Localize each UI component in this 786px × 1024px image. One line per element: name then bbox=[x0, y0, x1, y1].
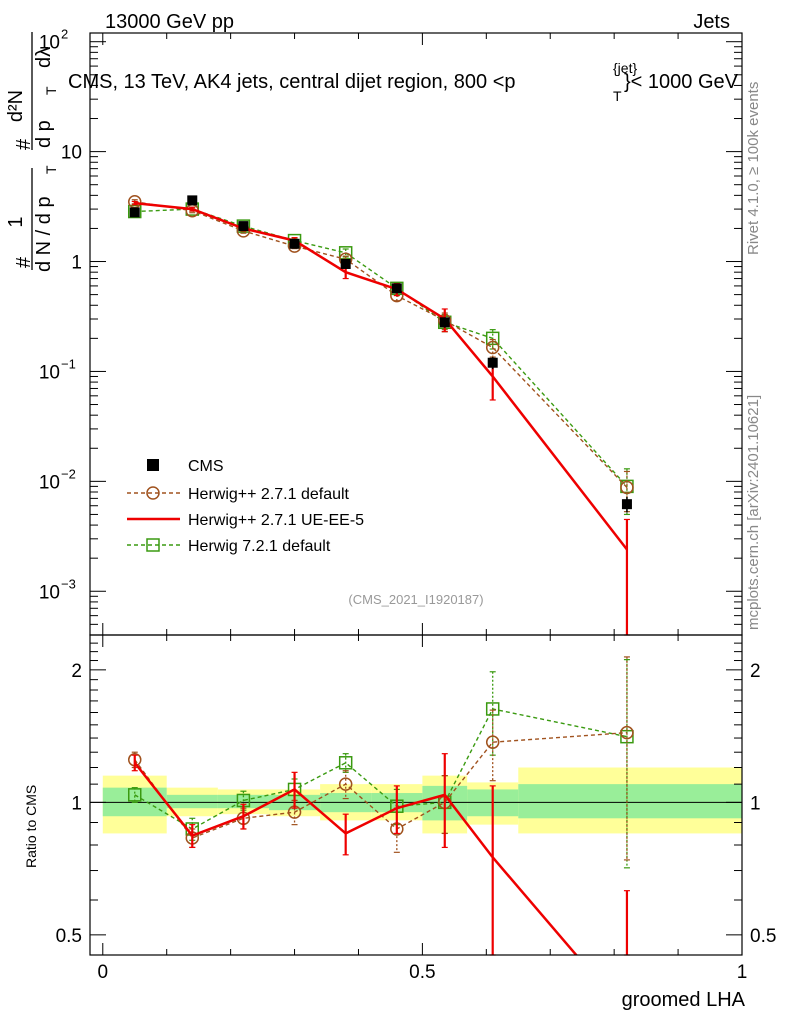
main-y-tick-base-3: 10 bbox=[39, 362, 60, 383]
legend-entry-cms: CMS bbox=[147, 458, 224, 475]
plot-title-main: CMS, 13 TeV, AK4 jets, central dijet reg… bbox=[68, 71, 516, 93]
main-point-herwig-7-2-1-default-0 bbox=[127, 204, 142, 219]
legend-entry-herwigpp-default: Herwig++ 2.7.1 default bbox=[127, 486, 350, 503]
rivet-label: Rivet 4.1.0, ≥ 100k events bbox=[745, 82, 762, 255]
mcplots-label: mcplots.cern.ch [arXiv:2401.10621] bbox=[745, 395, 762, 630]
ratio-line-herwigpp-2-7-1-ue-ee-5 bbox=[133, 762, 578, 955]
header-right: Jets bbox=[693, 11, 730, 33]
legend-label-herwigpp-ueee5: Herwig++ 2.7.1 UE-EE-5 bbox=[188, 512, 364, 529]
main-point-cms-6 bbox=[439, 317, 450, 328]
ylabel-frac2-den: d p bbox=[33, 120, 55, 148]
ylabel-sub-t2: T bbox=[43, 86, 59, 95]
legend-entry-herwig7-default: Herwig 7.2.1 default bbox=[127, 538, 331, 555]
ylabel-hash-1: # bbox=[13, 256, 35, 268]
ratio-uncertainty-bands bbox=[90, 767, 742, 834]
ratio-line-herwig-7-2-1-default bbox=[134, 708, 628, 830]
main-y-axis-label: # 1 d N / d p T # d²N d p T dλ bbox=[5, 32, 59, 272]
ratio-band-green-2 bbox=[217, 794, 269, 809]
ratio-point-herwig-7-2-1-default-4 bbox=[338, 756, 353, 770]
ratio-y-tick-label-left-0: 2 bbox=[71, 661, 82, 682]
ratio-y-tick-label-right-2: 0.5 bbox=[750, 926, 776, 947]
main-y-tick-exp-0: 2 bbox=[61, 27, 68, 42]
main-y-tick-base-4: 10 bbox=[39, 472, 60, 493]
legend-label-cms: CMS bbox=[188, 458, 224, 475]
x-axis-label: groomed LHA bbox=[622, 989, 746, 1011]
main-series-cms bbox=[129, 195, 632, 513]
main-point-herwigpp-2-7-1-default-7 bbox=[485, 340, 500, 355]
main-y-tick-exp-5: −3 bbox=[61, 576, 76, 591]
legend-marker-herwigpp-default bbox=[146, 486, 160, 500]
main-point-cms-7 bbox=[487, 357, 498, 368]
ylabel-dlambda: dλ bbox=[33, 47, 55, 68]
x-tick-label-2: 1 bbox=[737, 962, 748, 983]
plot-title: CMS, 13 TeV, AK4 jets, central dijet reg… bbox=[68, 60, 739, 104]
ylabel-sub-t1: T bbox=[43, 165, 59, 174]
main-y-tick-exp-4: −2 bbox=[61, 466, 76, 481]
main-y-tick-label-3: 10 −1 bbox=[39, 356, 76, 383]
legend-label-herwig7-default: Herwig 7.2.1 default bbox=[188, 538, 331, 555]
main-line-herwigpp-2-7-1-default bbox=[134, 201, 628, 488]
main-y-tick-base-5: 10 bbox=[39, 582, 60, 603]
ylabel-hash-2: # bbox=[13, 138, 35, 150]
ylabel-frac2-num: d²N bbox=[5, 90, 27, 122]
ratio-point-herwig-7-2-1-default-0 bbox=[127, 788, 142, 802]
main-point-cms-4 bbox=[340, 258, 351, 269]
main-point-cms-3 bbox=[289, 238, 300, 249]
ratio-band-green-8 bbox=[518, 784, 742, 819]
analysis-watermark: (CMS_2021_I1920187) bbox=[348, 592, 483, 607]
ylabel-frac1-num: 1 bbox=[5, 216, 27, 227]
ratio-point-herwigpp-2-7-1-default-8 bbox=[620, 725, 634, 740]
main-y-tick-base-1: 10 bbox=[61, 143, 82, 164]
main-point-cms-0 bbox=[129, 207, 140, 218]
main-y-tick-label-4: 10 −2 bbox=[39, 466, 76, 493]
plot-title-tail: }< 1000 GeV bbox=[624, 71, 739, 93]
ratio-y-tick-label-right-1: 1 bbox=[750, 793, 761, 814]
main-point-herwigpp-2-7-1-default-8 bbox=[620, 480, 634, 495]
ratio-y-tick-label-left-2: 0.5 bbox=[56, 926, 82, 947]
x-tick-label-0: 0 bbox=[97, 962, 108, 983]
ratio-line-herwigpp-2-7-1-default bbox=[134, 731, 627, 839]
main-point-cms-2 bbox=[238, 221, 249, 232]
header-left: 13000 GeV pp bbox=[105, 11, 234, 33]
ratio-point-herwigpp-2-7-1-default-7 bbox=[485, 735, 500, 749]
ratio-y-axis-label: Ratio to CMS bbox=[23, 785, 39, 868]
main-panel bbox=[127, 194, 634, 636]
legend-entry-herwigpp-ueee5: Herwig++ 2.7.1 UE-EE-5 bbox=[127, 512, 364, 529]
main-line-herwigpp-2-7-1-ue-ee-5 bbox=[134, 201, 628, 551]
main-point-cms-8 bbox=[621, 499, 632, 510]
ratio-y-tick-label-right-0: 2 bbox=[750, 661, 761, 682]
legend: CMS Herwig++ 2.7.1 default Herwig++ 2.7.… bbox=[127, 458, 364, 555]
plot-title-sup: {jet} bbox=[613, 60, 637, 76]
legend-marker-cms bbox=[147, 459, 159, 471]
ratio-y-tick-label-left-1: 1 bbox=[71, 793, 82, 814]
main-point-cms-5 bbox=[391, 283, 402, 294]
main-y-tick-exp-3: −1 bbox=[61, 356, 76, 371]
ratio-band-green-1 bbox=[166, 794, 218, 809]
ylabel-frac1-den: d N / d p bbox=[33, 196, 55, 272]
x-tick-label-1: 0.5 bbox=[409, 962, 435, 983]
main-y-tick-base-0: 10 bbox=[39, 33, 60, 54]
main-y-tick-label-5: 10 −3 bbox=[39, 576, 76, 603]
legend-label-herwigpp-default: Herwig++ 2.7.1 default bbox=[188, 486, 350, 503]
main-y-tick-label-0: 10 2 bbox=[39, 27, 68, 54]
ratio-panel bbox=[127, 656, 634, 956]
main-line-herwig-7-2-1-default bbox=[134, 208, 628, 487]
main-y-tick-label-2: 1 bbox=[71, 253, 82, 274]
main-y-tick-label-1: 10 bbox=[61, 143, 82, 164]
ratio-point-herwigpp-2-7-1-default-4 bbox=[338, 777, 353, 791]
ratio-series-herwigpp-2-7-1-ue-ee-5 bbox=[131, 753, 630, 956]
main-series-herwigpp-2-7-1-ue-ee-5 bbox=[131, 200, 630, 636]
plot-title-sub: T bbox=[613, 88, 622, 104]
main-y-tick-base-2: 1 bbox=[71, 253, 82, 274]
main-point-cms-1 bbox=[187, 195, 198, 206]
legend-marker-herwig7-default bbox=[146, 538, 160, 552]
ratio-series-herwig-7-2-1-default bbox=[127, 659, 634, 869]
ratio-frame bbox=[89, 634, 743, 956]
